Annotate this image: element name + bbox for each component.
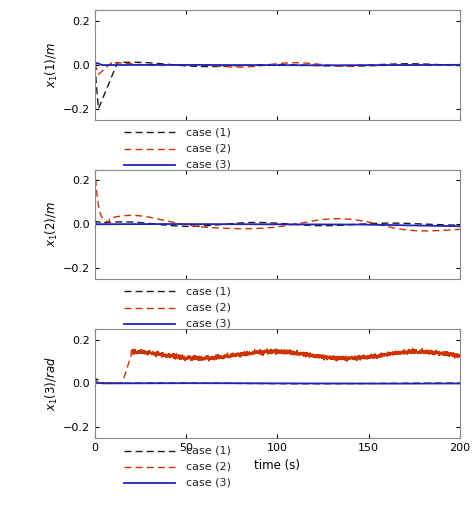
Y-axis label: $x_1(3)/rad$: $x_1(3)/rad$ bbox=[44, 356, 60, 411]
Y-axis label: $x_1(2)/m$: $x_1(2)/m$ bbox=[44, 201, 60, 247]
Text: case (2): case (2) bbox=[186, 144, 231, 154]
Text: case (3): case (3) bbox=[186, 478, 231, 488]
Text: case (3): case (3) bbox=[186, 319, 231, 329]
Text: case (1): case (1) bbox=[186, 286, 231, 296]
Text: case (1): case (1) bbox=[186, 445, 231, 456]
Text: case (3): case (3) bbox=[186, 159, 231, 170]
Text: case (2): case (2) bbox=[186, 303, 231, 313]
Text: case (1): case (1) bbox=[186, 127, 231, 137]
X-axis label: time (s): time (s) bbox=[254, 459, 301, 472]
Y-axis label: $x_1(1)/m$: $x_1(1)/m$ bbox=[44, 42, 60, 88]
Text: case (2): case (2) bbox=[186, 462, 231, 472]
